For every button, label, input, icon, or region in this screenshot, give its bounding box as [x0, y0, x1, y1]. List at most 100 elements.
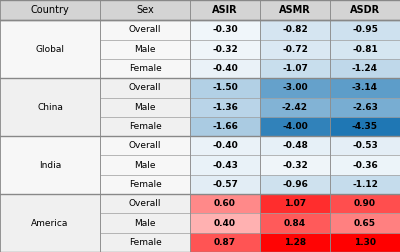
Bar — [260, 117, 330, 136]
Text: Overall: Overall — [129, 83, 161, 92]
Text: Overall: Overall — [129, 141, 161, 150]
Bar — [0, 0, 100, 20]
Bar — [100, 194, 190, 213]
Bar — [260, 0, 330, 20]
Text: Male: Male — [134, 218, 156, 228]
Text: 0.90: 0.90 — [354, 199, 376, 208]
Bar — [190, 59, 260, 78]
Text: Female: Female — [129, 180, 161, 189]
Bar — [330, 98, 400, 117]
Bar — [100, 136, 190, 155]
Bar — [260, 233, 330, 252]
Text: 0.60: 0.60 — [214, 199, 236, 208]
Text: -1.36: -1.36 — [212, 103, 238, 112]
Text: 0.87: 0.87 — [214, 238, 236, 247]
Text: Overall: Overall — [129, 199, 161, 208]
Bar — [330, 20, 400, 40]
Text: Sex: Sex — [136, 5, 154, 15]
Text: -0.53: -0.53 — [352, 141, 378, 150]
Bar — [100, 233, 190, 252]
Text: -0.32: -0.32 — [212, 45, 238, 54]
Text: Male: Male — [134, 45, 156, 54]
Text: -0.57: -0.57 — [212, 180, 238, 189]
Text: -1.24: -1.24 — [352, 64, 378, 73]
Bar — [100, 59, 190, 78]
Text: -0.43: -0.43 — [212, 161, 238, 170]
Bar — [260, 136, 330, 155]
Bar — [190, 78, 260, 98]
Text: -0.40: -0.40 — [212, 141, 238, 150]
Text: -4.00: -4.00 — [282, 122, 308, 131]
Bar — [260, 213, 330, 233]
Bar — [260, 194, 330, 213]
Text: -0.72: -0.72 — [282, 45, 308, 54]
Text: America: America — [31, 218, 69, 228]
Text: ASMR: ASMR — [279, 5, 311, 15]
Text: -2.42: -2.42 — [282, 103, 308, 112]
Bar — [330, 78, 400, 98]
Text: -1.07: -1.07 — [282, 64, 308, 73]
Bar — [190, 98, 260, 117]
Bar — [260, 175, 330, 194]
Bar — [100, 175, 190, 194]
Text: 1.28: 1.28 — [284, 238, 306, 247]
Bar — [0, 78, 100, 136]
Bar — [190, 155, 260, 175]
Bar — [100, 78, 190, 98]
Text: India: India — [39, 161, 61, 170]
Text: -4.35: -4.35 — [352, 122, 378, 131]
Bar — [190, 136, 260, 155]
Text: 0.40: 0.40 — [214, 218, 236, 228]
Bar — [330, 59, 400, 78]
Text: Global: Global — [36, 45, 64, 54]
Bar — [330, 40, 400, 59]
Bar — [330, 136, 400, 155]
Bar — [330, 175, 400, 194]
Text: -1.66: -1.66 — [212, 122, 238, 131]
Bar — [190, 40, 260, 59]
Text: -0.30: -0.30 — [212, 25, 238, 35]
Bar — [260, 20, 330, 40]
Text: Female: Female — [129, 122, 161, 131]
Bar — [330, 0, 400, 20]
Bar — [190, 213, 260, 233]
Text: Female: Female — [129, 238, 161, 247]
Bar — [260, 155, 330, 175]
Bar — [190, 0, 260, 20]
Text: Overall: Overall — [129, 25, 161, 35]
Bar — [100, 213, 190, 233]
Text: -1.50: -1.50 — [212, 83, 238, 92]
Bar — [330, 213, 400, 233]
Text: -0.95: -0.95 — [352, 25, 378, 35]
Text: 1.07: 1.07 — [284, 199, 306, 208]
Text: 0.65: 0.65 — [354, 218, 376, 228]
Bar — [330, 233, 400, 252]
Bar — [330, 117, 400, 136]
Bar — [100, 117, 190, 136]
Text: -0.48: -0.48 — [282, 141, 308, 150]
Bar — [260, 40, 330, 59]
Text: ASIR: ASIR — [212, 5, 238, 15]
Bar — [100, 0, 190, 20]
Text: Female: Female — [129, 64, 161, 73]
Bar — [330, 194, 400, 213]
Bar — [190, 233, 260, 252]
Text: -3.14: -3.14 — [352, 83, 378, 92]
Text: 0.84: 0.84 — [284, 218, 306, 228]
Bar — [190, 194, 260, 213]
Text: ASDR: ASDR — [350, 5, 380, 15]
Text: -0.32: -0.32 — [282, 161, 308, 170]
Bar — [260, 59, 330, 78]
Text: Country: Country — [31, 5, 69, 15]
Bar — [100, 40, 190, 59]
Text: 1.30: 1.30 — [354, 238, 376, 247]
Bar — [0, 194, 100, 252]
Text: -0.81: -0.81 — [352, 45, 378, 54]
Text: -0.82: -0.82 — [282, 25, 308, 35]
Bar — [0, 20, 100, 78]
Text: Male: Male — [134, 103, 156, 112]
Bar — [100, 155, 190, 175]
Text: -0.96: -0.96 — [282, 180, 308, 189]
Bar — [100, 20, 190, 40]
Bar — [260, 78, 330, 98]
